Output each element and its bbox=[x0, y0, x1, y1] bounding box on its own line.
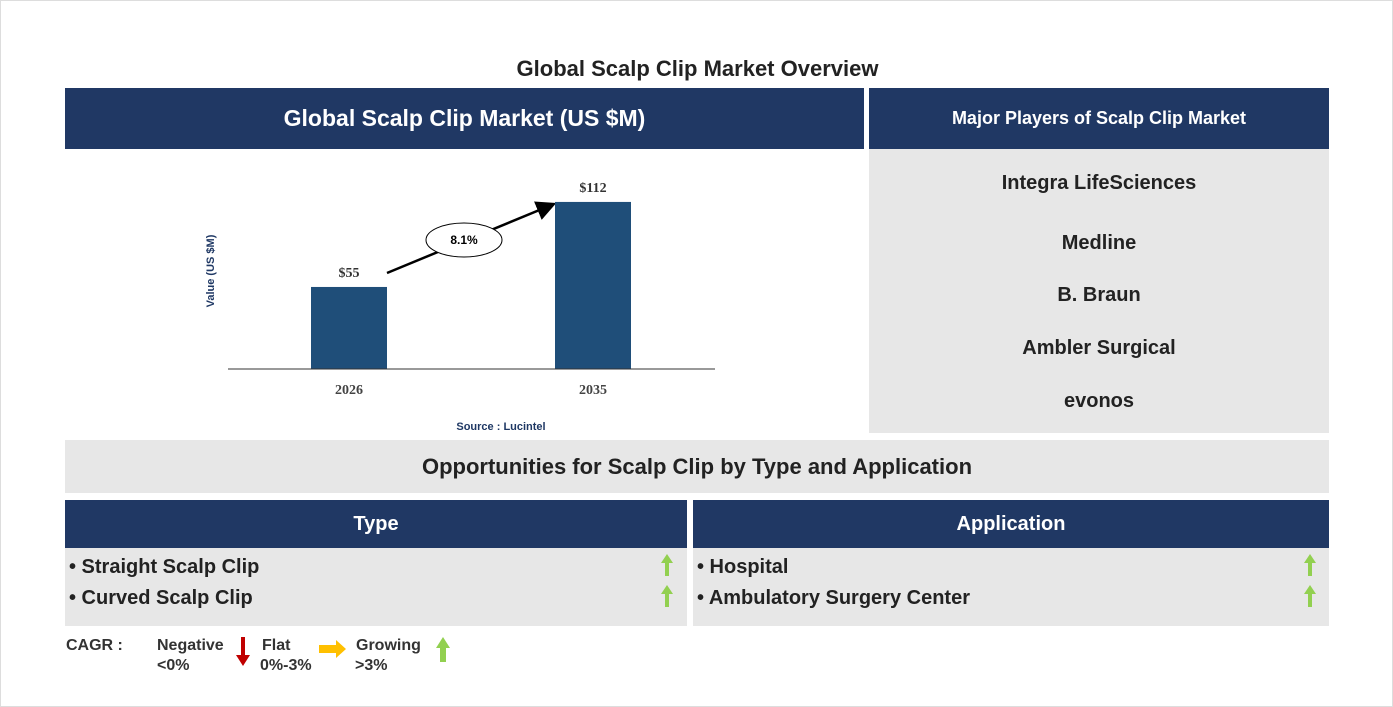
y-axis-label: Value (US $M) bbox=[205, 234, 217, 307]
source: Source : Lucintel bbox=[456, 421, 545, 433]
players-title: Major Players of Scalp Clip Market bbox=[869, 88, 1329, 149]
type-item: • Curved Scalp Clip bbox=[69, 587, 253, 609]
legend-label: CAGR : bbox=[66, 637, 123, 654]
chart: Value (US $M) 8.1% Source : Lucintel $55… bbox=[205, 181, 715, 433]
value-label: $55 bbox=[339, 266, 360, 281]
legend-negative: Negative bbox=[157, 637, 224, 654]
player: Integra LifeSciences bbox=[1001, 172, 1197, 194]
growth-arrows bbox=[1304, 554, 1316, 607]
value-label: $112 bbox=[579, 181, 606, 196]
cagr-bubble bbox=[425, 222, 503, 258]
legend-growing: Growing bbox=[356, 637, 421, 654]
x-tick-label: 2035 bbox=[579, 383, 607, 398]
page-title: Global Scalp Clip Market Overview bbox=[516, 56, 879, 81]
player: B. Braun bbox=[1057, 284, 1141, 306]
players-panel: Integra LifeSciences Medline B. Braun Am… bbox=[869, 149, 1329, 433]
player: Ambler Surgical bbox=[1022, 337, 1176, 359]
bar bbox=[555, 201, 631, 369]
legend-growing-range: >3% bbox=[355, 657, 388, 674]
application-item: • Ambulatory Surgery Center bbox=[697, 587, 970, 609]
application-panel: • Hospital • Ambulatory Surgery Center bbox=[693, 548, 1329, 626]
growth-arrows bbox=[661, 554, 673, 607]
legend-negative-range: <0% bbox=[157, 657, 190, 674]
application-item: • Hospital bbox=[697, 556, 789, 578]
player: evonos bbox=[1063, 390, 1135, 412]
application-header: Application bbox=[693, 500, 1329, 548]
legend-icons bbox=[236, 637, 450, 666]
bar bbox=[311, 286, 387, 369]
cagr-label: 8.1% bbox=[450, 233, 478, 247]
x-tick-label: 2026 bbox=[335, 383, 363, 398]
legend-flat: Flat bbox=[262, 637, 291, 654]
opportunities-title: Opportunities for Scalp Clip by Type and… bbox=[65, 440, 1329, 493]
type-item: • Straight Scalp Clip bbox=[69, 556, 260, 578]
type-panel: • Straight Scalp Clip • Curved Scalp Cli… bbox=[65, 548, 687, 626]
legend-flat-range: 0%-3% bbox=[260, 657, 312, 674]
chart-title: Global Scalp Clip Market (US $M) bbox=[65, 88, 864, 149]
type-header: Type bbox=[65, 500, 687, 548]
player: Medline bbox=[1061, 232, 1137, 254]
